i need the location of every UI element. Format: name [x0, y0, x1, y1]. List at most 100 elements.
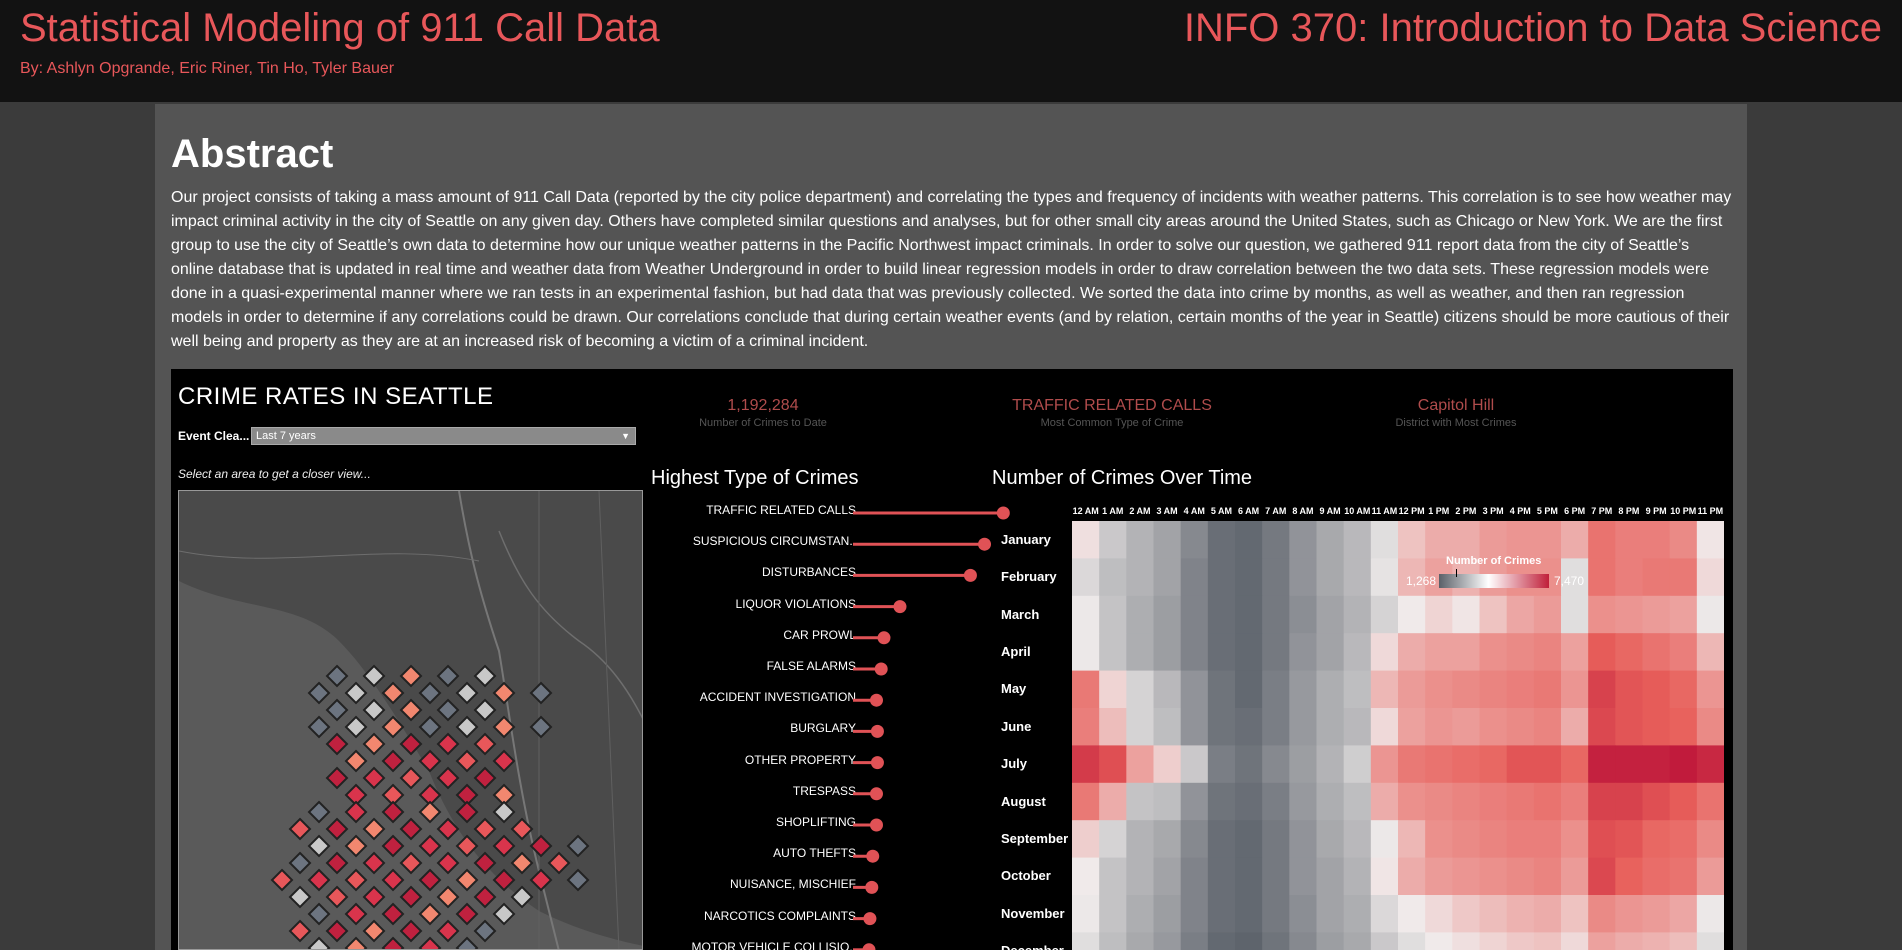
map-area-cell[interactable] — [362, 664, 386, 688]
heatmap-cell[interactable] — [1669, 633, 1698, 672]
heatmap-cell[interactable] — [1072, 857, 1100, 896]
map-area-cell[interactable] — [344, 681, 368, 705]
heatmap-cell[interactable] — [1506, 895, 1535, 933]
crime-bar-dot[interactable] — [893, 600, 907, 614]
heatmap-cell[interactable] — [1343, 633, 1372, 672]
map-area-cell[interactable] — [566, 868, 590, 892]
heatmap-cell[interactable] — [1561, 708, 1589, 746]
map-area-cell[interactable] — [325, 664, 349, 688]
heatmap-cell[interactable] — [1425, 595, 1453, 634]
map-area-cell[interactable] — [436, 919, 460, 943]
heatmap-cell[interactable] — [1126, 932, 1154, 950]
heatmap-cell[interactable] — [1696, 595, 1724, 634]
map-area-cell[interactable] — [399, 919, 423, 943]
heatmap-cell[interactable] — [1425, 745, 1453, 784]
crime-bar-dot[interactable] — [996, 506, 1010, 520]
map-area-cell[interactable] — [307, 834, 331, 858]
heatmap-cell[interactable] — [1533, 782, 1562, 821]
crime-row[interactable]: TRESPASS — [631, 782, 856, 802]
map-area-cell[interactable] — [399, 885, 423, 909]
map-area-cell[interactable] — [399, 766, 423, 790]
heatmap-cell[interactable] — [1262, 820, 1290, 859]
heatmap-cell[interactable] — [1289, 820, 1317, 859]
heatmap-cell[interactable] — [1561, 558, 1589, 597]
heatmap-cell[interactable] — [1126, 782, 1154, 821]
heatmap-cell[interactable] — [1588, 745, 1616, 784]
heatmap-cell[interactable] — [1207, 595, 1236, 634]
map-area-cell[interactable] — [381, 868, 405, 892]
map-area-cell[interactable] — [325, 817, 349, 841]
heatmap-cell[interactable] — [1235, 820, 1263, 859]
heatmap-cell[interactable] — [1642, 633, 1671, 672]
map-area-cell[interactable] — [510, 885, 534, 909]
crime-row[interactable]: TRAFFIC RELATED CALLS — [631, 501, 856, 521]
heatmap-cell[interactable] — [1452, 782, 1480, 821]
crime-row[interactable]: FALSE ALARMS — [631, 657, 856, 677]
heatmap-cell[interactable] — [1072, 670, 1100, 709]
heatmap-cell[interactable] — [1207, 521, 1236, 559]
map-area-cell[interactable] — [566, 834, 590, 858]
heatmap-cell[interactable] — [1153, 558, 1182, 597]
heatmap-cell[interactable] — [1262, 745, 1290, 784]
map-area-cell[interactable] — [344, 749, 368, 773]
heatmap-cell[interactable] — [1588, 820, 1616, 859]
crime-bar-chart[interactable] — [853, 501, 1023, 950]
heatmap-cell[interactable] — [1452, 932, 1480, 950]
crime-row[interactable]: AUTO THEFTS — [631, 844, 856, 864]
map-area-cell[interactable] — [307, 936, 331, 950]
map-area-cell[interactable] — [288, 817, 312, 841]
crime-row[interactable]: SUSPICIOUS CIRCUMSTAN.. — [631, 532, 856, 552]
heatmap-cell[interactable] — [1506, 708, 1535, 746]
heatmap-cell[interactable] — [1316, 782, 1345, 821]
map-area-cell[interactable] — [344, 902, 368, 926]
heatmap-cell[interactable] — [1316, 895, 1345, 933]
heatmap-cell[interactable] — [1180, 633, 1209, 672]
time-filter-dropdown[interactable]: Last 7 years ▼ — [251, 427, 636, 445]
map-area-cell[interactable] — [455, 681, 479, 705]
heatmap-cell[interactable] — [1425, 857, 1453, 896]
heatmap-cell[interactable] — [1180, 521, 1209, 559]
map-area-cell[interactable] — [455, 936, 479, 950]
heatmap-cell[interactable] — [1072, 820, 1100, 859]
map-area-cell[interactable] — [436, 885, 460, 909]
crime-row[interactable]: NUISANCE, MISCHIEF — [631, 875, 856, 895]
map-area-cell[interactable] — [436, 664, 460, 688]
heatmap-cell[interactable] — [1235, 595, 1263, 634]
heatmap-cell[interactable] — [1370, 745, 1399, 784]
heatmap-cell[interactable] — [1669, 820, 1698, 859]
heatmap-cell[interactable] — [1180, 595, 1209, 634]
heatmap-cell[interactable] — [1452, 857, 1480, 896]
heatmap-cell[interactable] — [1180, 857, 1209, 896]
map-area-cell[interactable] — [325, 919, 349, 943]
map-area-cell[interactable] — [399, 664, 423, 688]
map-area-cell[interactable] — [288, 851, 312, 875]
heatmap-cell[interactable] — [1235, 670, 1263, 709]
crime-row[interactable]: ACCIDENT INVESTIGATION — [631, 688, 856, 708]
map-area-cell[interactable] — [325, 732, 349, 756]
heatmap-cell[interactable] — [1099, 633, 1127, 672]
heatmap-cell[interactable] — [1343, 782, 1372, 821]
heatmap-cell[interactable] — [1289, 558, 1317, 597]
map-area-cell[interactable] — [492, 902, 516, 926]
heatmap-cell[interactable] — [1316, 670, 1345, 709]
crime-row[interactable]: OTHER PROPERTY — [631, 751, 856, 771]
heatmap-cell[interactable] — [1588, 782, 1616, 821]
heatmap-cell[interactable] — [1072, 708, 1100, 746]
heatmap-cell[interactable] — [1425, 932, 1453, 950]
heatmap-cell[interactable] — [1642, 521, 1671, 559]
map-area-cell[interactable] — [399, 851, 423, 875]
heatmap-cell[interactable] — [1099, 895, 1127, 933]
heatmap-cell[interactable] — [1316, 558, 1345, 597]
heatmap-cell[interactable] — [1126, 633, 1154, 672]
heatmap-cell[interactable] — [1180, 670, 1209, 709]
map-area-cell[interactable] — [325, 766, 349, 790]
heatmap-cell[interactable] — [1398, 595, 1426, 634]
heatmap-cell[interactable] — [1235, 558, 1263, 597]
heatmap-cell[interactable] — [1153, 932, 1182, 950]
heatmap-cell[interactable] — [1479, 932, 1508, 950]
heatmap-cell[interactable] — [1479, 745, 1508, 784]
heatmap-cell[interactable] — [1561, 670, 1589, 709]
heatmap-cell[interactable] — [1452, 521, 1480, 559]
heatmap-cell[interactable] — [1696, 745, 1724, 784]
map-area-cell[interactable] — [547, 851, 571, 875]
